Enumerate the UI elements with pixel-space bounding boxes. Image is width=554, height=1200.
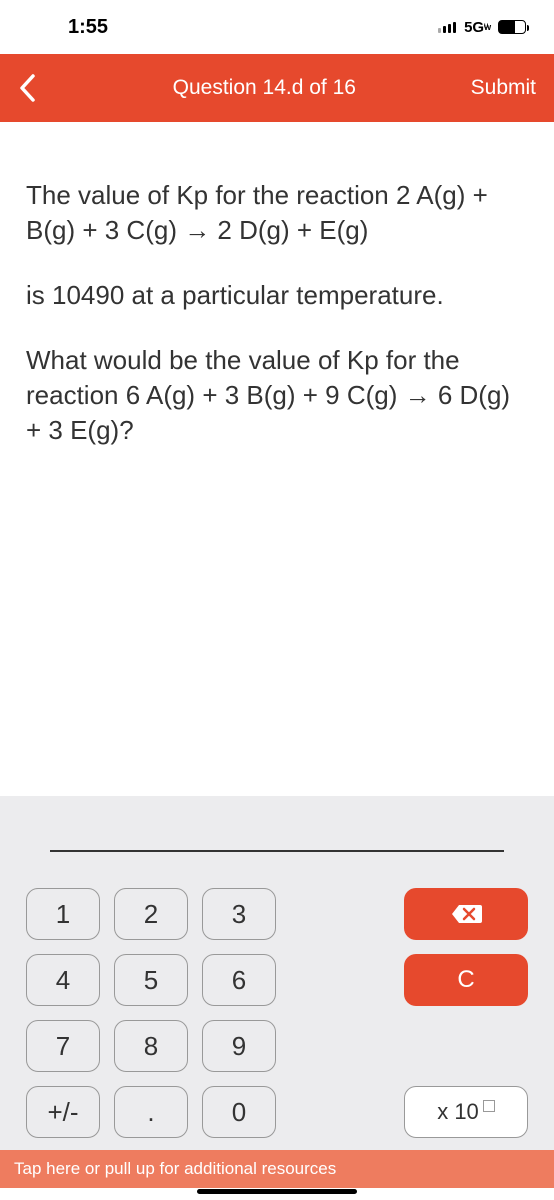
question-line-2: is 10490 at a particular temperature. xyxy=(26,278,528,313)
key-dot[interactable]: . xyxy=(114,1086,188,1138)
question-line-3: What would be the value of Kp for the re… xyxy=(26,343,528,448)
key-6[interactable]: 6 xyxy=(202,954,276,1006)
exponent-button[interactable]: x 10 xyxy=(404,1086,528,1138)
backspace-button[interactable] xyxy=(404,888,528,940)
battery-icon xyxy=(498,20,526,34)
key-5[interactable]: 5 xyxy=(114,954,188,1006)
status-right: 5Gᵁw xyxy=(438,19,526,36)
resources-bar[interactable]: Tap here or pull up for additional resou… xyxy=(0,1150,554,1188)
answer-input-line[interactable] xyxy=(50,850,504,852)
status-time: 1:55 xyxy=(68,16,108,39)
key-plusminus[interactable]: +/- xyxy=(26,1086,100,1138)
status-bar: 1:55 5Gᵁw xyxy=(0,0,554,54)
app-header: Question 14.d of 16 Submit xyxy=(0,54,554,122)
key-4[interactable]: 4 xyxy=(26,954,100,1006)
key-0[interactable]: 0 xyxy=(202,1086,276,1138)
back-button[interactable] xyxy=(18,73,58,103)
keypad: 1 2 3 4 5 6 C 7 8 9 +/- . 0 xyxy=(0,796,554,1156)
question-counter: Question 14.d of 16 xyxy=(58,76,471,100)
key-9[interactable]: 9 xyxy=(202,1020,276,1072)
exponent-label: x 10 xyxy=(437,1099,479,1125)
home-indicator[interactable] xyxy=(197,1189,357,1194)
key-3[interactable]: 3 xyxy=(202,888,276,940)
key-1[interactable]: 1 xyxy=(26,888,100,940)
question-line-1: The value of Kp for the reaction 2 A(g) … xyxy=(26,178,528,248)
resources-label: Tap here or pull up for additional resou… xyxy=(14,1159,336,1179)
clear-button[interactable]: C xyxy=(404,954,528,1006)
question-text: The value of Kp for the reaction 2 A(g) … xyxy=(0,122,554,499)
exponent-box-icon xyxy=(483,1100,495,1112)
backspace-icon xyxy=(450,903,482,925)
key-8[interactable]: 8 xyxy=(114,1020,188,1072)
network-label: 5Gᵁw xyxy=(464,19,488,36)
key-2[interactable]: 2 xyxy=(114,888,188,940)
key-7[interactable]: 7 xyxy=(26,1020,100,1072)
signal-icon xyxy=(438,22,456,33)
submit-button[interactable]: Submit xyxy=(471,76,536,100)
